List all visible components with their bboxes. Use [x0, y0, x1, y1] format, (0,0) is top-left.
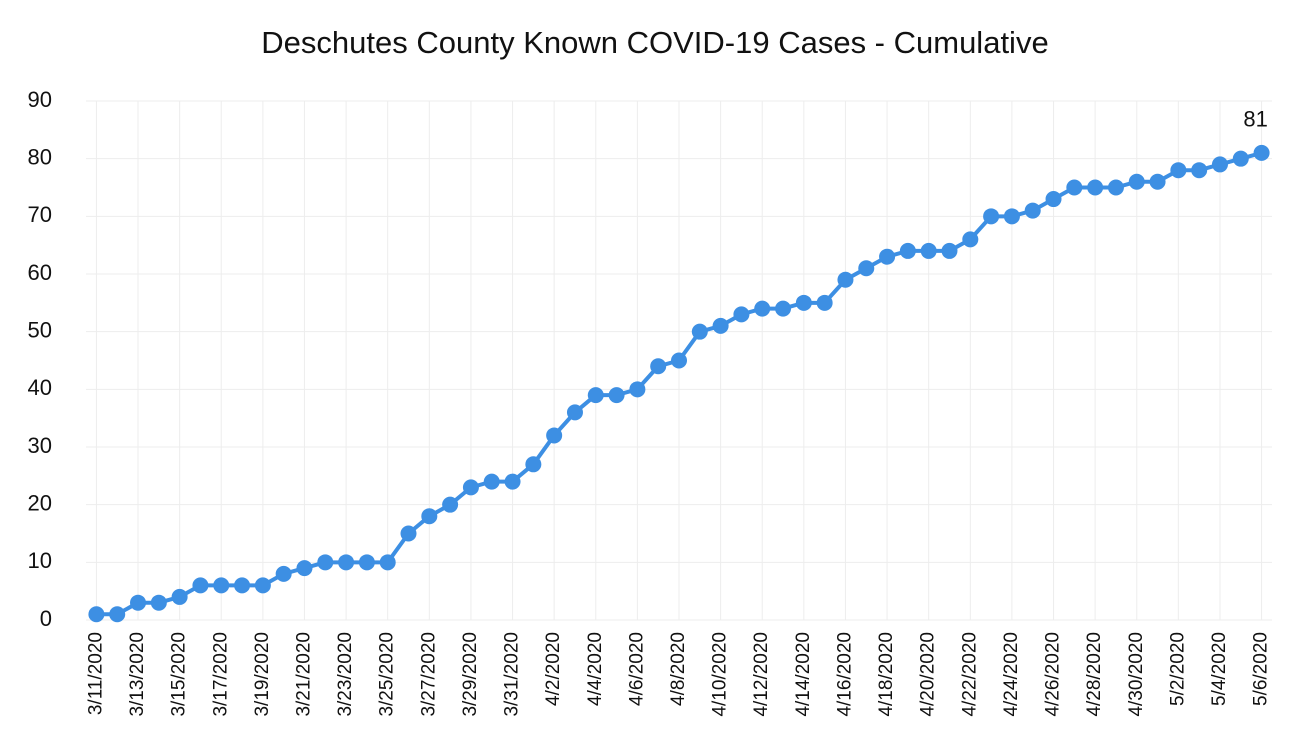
x-tick-label: 3/27/2020	[418, 632, 439, 717]
marker	[546, 427, 563, 444]
marker	[1045, 191, 1062, 208]
marker	[566, 404, 583, 421]
x-tick-label: 3/15/2020	[169, 632, 190, 717]
x-tick-label: 4/16/2020	[834, 632, 855, 717]
marker	[608, 387, 625, 404]
marker	[400, 525, 417, 542]
y-tick-label: 30	[28, 433, 52, 458]
x-tick-label: 4/2/2020	[543, 632, 564, 706]
x-tick-label: 4/14/2020	[793, 632, 814, 717]
marker	[275, 565, 292, 582]
marker	[109, 606, 126, 623]
marker	[1066, 179, 1083, 196]
x-tick-label: 4/30/2020	[1126, 632, 1147, 717]
x-tick-label: 3/17/2020	[210, 632, 231, 717]
x-tick-label: 3/21/2020	[293, 632, 314, 717]
marker	[213, 577, 230, 594]
marker	[733, 306, 750, 323]
marker	[358, 554, 375, 571]
marker	[899, 242, 916, 259]
marker	[338, 554, 355, 571]
x-tick-label: 3/19/2020	[252, 632, 273, 717]
marker	[1211, 156, 1228, 173]
marker	[1253, 144, 1270, 161]
marker	[671, 352, 687, 369]
marker	[1087, 179, 1104, 196]
marker	[691, 323, 708, 340]
marker	[587, 387, 604, 404]
marker	[504, 473, 521, 490]
marker	[379, 554, 396, 571]
marker	[837, 271, 854, 288]
x-tick-label: 3/13/2020	[127, 632, 148, 717]
x-tick-label: 4/4/2020	[585, 632, 606, 706]
marker	[483, 473, 500, 490]
data-label: 81	[1243, 107, 1267, 132]
marker	[858, 260, 875, 277]
marker	[712, 317, 729, 334]
marker	[254, 577, 271, 594]
x-tick-label: 4/24/2020	[1001, 632, 1022, 717]
marker	[941, 242, 958, 259]
marker	[296, 560, 313, 577]
marker	[192, 577, 209, 594]
marker	[879, 248, 896, 265]
x-tick-label: 3/25/2020	[377, 632, 398, 717]
x-tick-label: 4/26/2020	[1043, 632, 1064, 717]
marker	[171, 588, 188, 605]
marker	[1191, 162, 1208, 179]
x-tick-label: 3/23/2020	[335, 632, 356, 717]
marker	[1232, 150, 1249, 167]
marker	[775, 300, 792, 317]
marker	[1170, 162, 1187, 179]
marker	[1024, 202, 1041, 219]
x-tick-label: 5/2/2020	[1167, 632, 1188, 706]
x-tick-label: 4/6/2020	[626, 632, 647, 706]
x-tick-label: 4/8/2020	[668, 632, 689, 706]
x-tick-label: 4/12/2020	[751, 632, 772, 717]
marker	[983, 208, 1000, 225]
x-tick-label: 4/28/2020	[1084, 632, 1105, 717]
marker	[1149, 173, 1166, 190]
marker	[1003, 208, 1020, 225]
marker	[920, 242, 937, 259]
x-tick-label: 3/31/2020	[502, 632, 523, 717]
x-tick-label: 3/11/2020	[85, 632, 106, 715]
marker	[130, 594, 147, 611]
y-tick-label: 80	[28, 144, 52, 169]
marker	[88, 606, 105, 623]
marker	[421, 508, 438, 525]
marker	[462, 479, 479, 496]
x-tick-label: 4/18/2020	[876, 632, 897, 717]
x-tick-label: 4/20/2020	[918, 632, 939, 717]
y-tick-label: 90	[28, 87, 52, 112]
marker	[442, 496, 459, 513]
y-tick-label: 20	[28, 490, 52, 515]
marker	[234, 577, 251, 594]
marker	[962, 231, 979, 248]
y-tick-label: 50	[28, 317, 52, 342]
x-tick-label: 4/10/2020	[710, 632, 731, 717]
x-tick-label: 5/6/2020	[1251, 632, 1272, 706]
marker	[816, 294, 833, 311]
x-tick-label: 3/29/2020	[460, 632, 481, 717]
marker	[1128, 173, 1145, 190]
marker	[317, 554, 334, 571]
x-tick-label: 5/4/2020	[1209, 632, 1230, 706]
marker	[795, 294, 812, 311]
y-tick-label: 60	[28, 260, 52, 285]
marker	[650, 358, 667, 375]
y-tick-label: 0	[40, 606, 52, 631]
y-tick-label: 10	[28, 548, 52, 573]
marker	[1107, 179, 1124, 196]
y-tick-label: 40	[28, 375, 52, 400]
y-tick-label: 70	[28, 202, 52, 227]
x-tick-label: 4/22/2020	[959, 632, 980, 717]
marker	[150, 594, 167, 611]
marker	[754, 300, 771, 317]
marker	[629, 381, 646, 398]
marker	[525, 456, 542, 473]
chart-title: Deschutes County Known COVID-19 Cases - …	[261, 25, 1048, 60]
